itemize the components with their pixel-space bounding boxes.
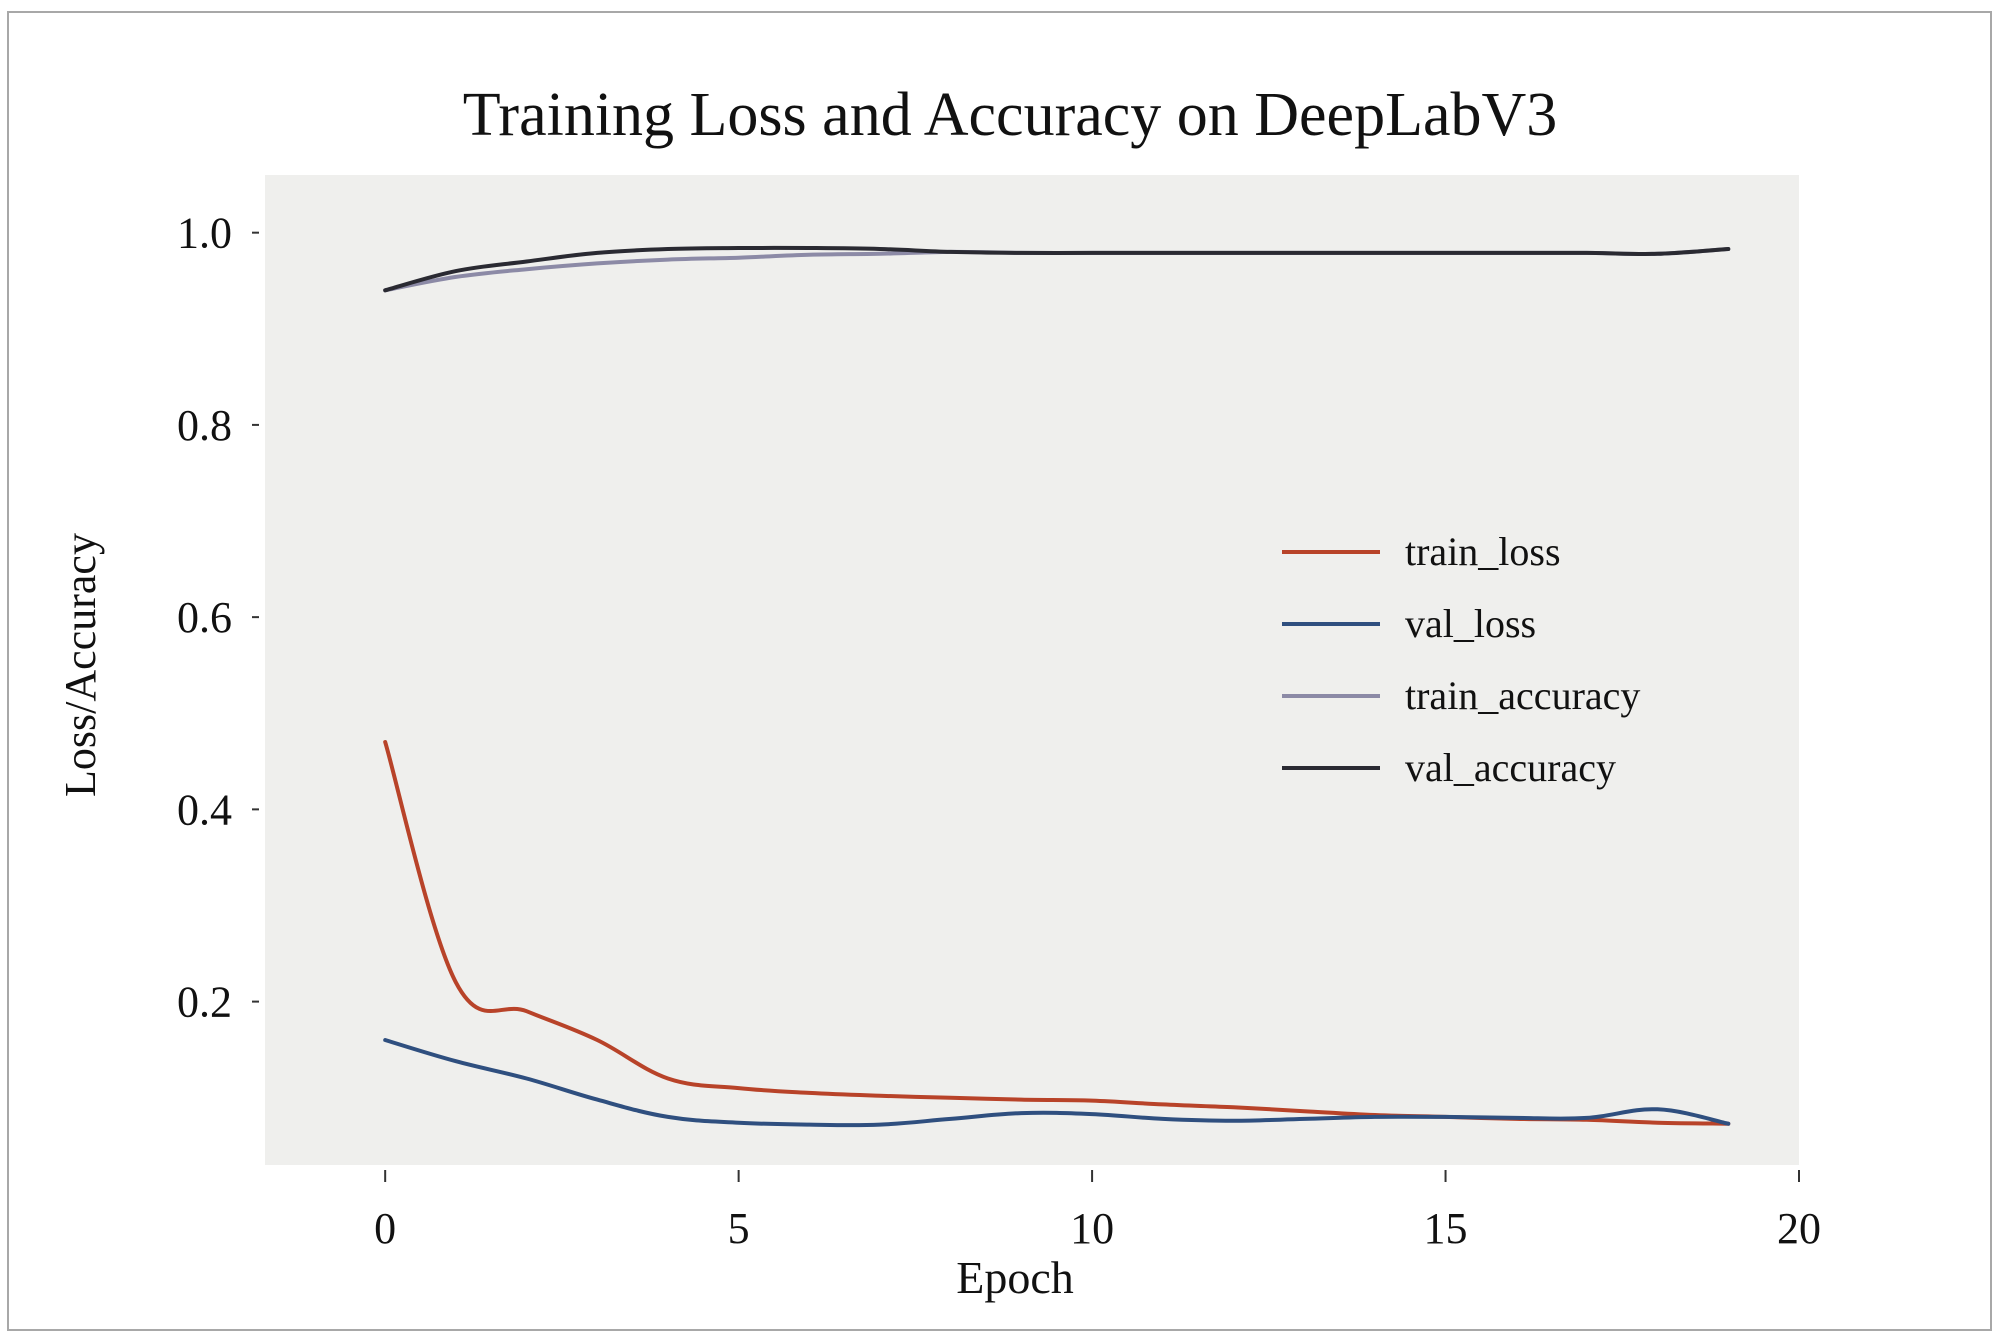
figure-border xyxy=(7,11,1992,1331)
x-tick-label: 15 xyxy=(1424,1204,1468,1253)
series-lines xyxy=(383,245,1731,1128)
legend: train_loss val_loss train_accuracy val_accu… xyxy=(1282,529,1640,790)
x-tick-label: 0 xyxy=(374,1204,396,1253)
y-tick-label: 0.2 xyxy=(177,978,232,1027)
x-tick-label: 10 xyxy=(1070,1204,1114,1253)
x-tick-label: 20 xyxy=(1777,1204,1821,1253)
chart-title: Training Loss and Accuracy on DeepLabV3 xyxy=(463,81,1558,149)
x-tick-label: 5 xyxy=(728,1204,750,1253)
legend-label: val_loss xyxy=(1405,601,1536,646)
legend-label: train_accuracy xyxy=(1405,673,1640,718)
y-tick-label: 1.0 xyxy=(177,209,232,258)
y-axis-label: Loss/Accuracy xyxy=(56,533,105,797)
y-tick-label: 0.6 xyxy=(177,593,232,642)
plot-area xyxy=(265,175,1799,1165)
y-tick-label: 0.8 xyxy=(177,401,232,450)
y-axis: 0.2 0.4 0.6 0.8 1.0 xyxy=(177,209,259,1027)
series-line-val-accuracy xyxy=(383,245,1731,293)
legend-label: train_loss xyxy=(1405,529,1561,574)
y-tick-label: 0.4 xyxy=(177,785,232,834)
x-axis: 0 5 10 15 20 xyxy=(374,1170,1821,1253)
series-line-val-loss xyxy=(383,1038,1731,1128)
legend-label: val_accuracy xyxy=(1405,745,1616,790)
x-axis-label: Epoch xyxy=(956,1252,1074,1303)
